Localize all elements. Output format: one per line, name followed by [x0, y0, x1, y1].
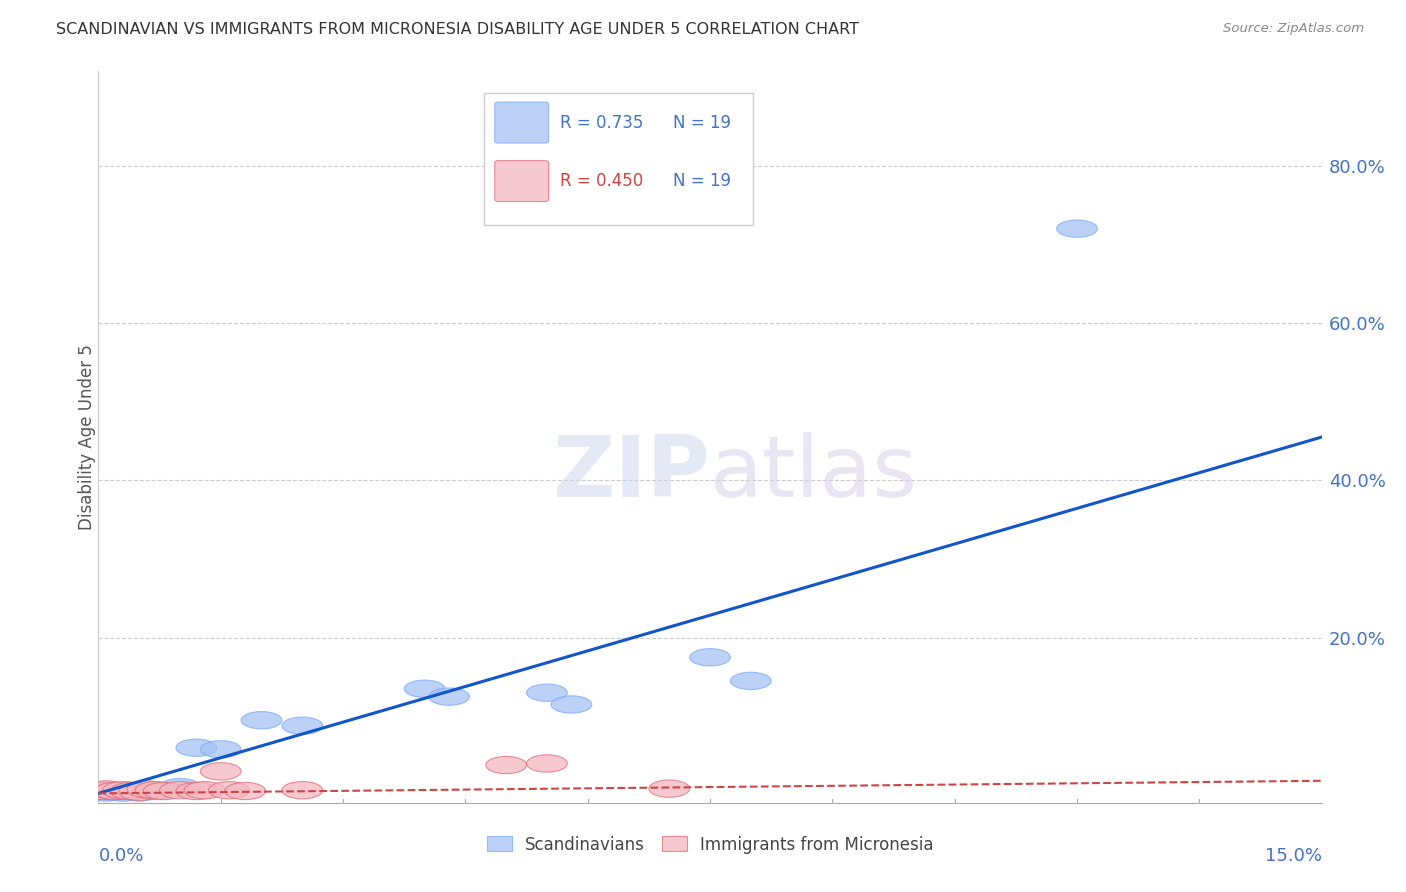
Ellipse shape	[184, 781, 225, 799]
Ellipse shape	[86, 780, 127, 798]
Ellipse shape	[551, 696, 592, 713]
Ellipse shape	[135, 782, 176, 799]
Text: SCANDINAVIAN VS IMMIGRANTS FROM MICRONESIA DISABILITY AGE UNDER 5 CORRELATION CH: SCANDINAVIAN VS IMMIGRANTS FROM MICRONES…	[56, 22, 859, 37]
Ellipse shape	[127, 780, 167, 798]
Ellipse shape	[160, 781, 201, 799]
Ellipse shape	[690, 648, 731, 666]
FancyBboxPatch shape	[495, 161, 548, 202]
Ellipse shape	[82, 782, 122, 799]
Ellipse shape	[242, 712, 281, 729]
Ellipse shape	[201, 763, 242, 780]
Legend: Scandinavians, Immigrants from Micronesia: Scandinavians, Immigrants from Micronesi…	[479, 829, 941, 860]
Ellipse shape	[527, 755, 567, 772]
Ellipse shape	[103, 784, 143, 801]
Text: R = 0.735: R = 0.735	[560, 113, 643, 131]
Text: N = 19: N = 19	[673, 172, 731, 190]
Ellipse shape	[82, 782, 122, 799]
Ellipse shape	[94, 782, 135, 799]
FancyBboxPatch shape	[484, 94, 752, 225]
Ellipse shape	[404, 680, 444, 698]
Ellipse shape	[486, 756, 527, 773]
Ellipse shape	[208, 781, 249, 799]
Ellipse shape	[143, 782, 184, 799]
FancyBboxPatch shape	[495, 102, 548, 143]
Text: atlas: atlas	[710, 432, 918, 516]
Text: N = 19: N = 19	[673, 113, 731, 131]
Ellipse shape	[201, 740, 242, 758]
Ellipse shape	[429, 688, 470, 706]
Ellipse shape	[120, 784, 160, 801]
Ellipse shape	[176, 739, 217, 756]
Text: 15.0%: 15.0%	[1264, 847, 1322, 864]
Ellipse shape	[135, 781, 176, 799]
Ellipse shape	[225, 782, 266, 799]
Ellipse shape	[527, 684, 567, 701]
Ellipse shape	[1057, 220, 1097, 237]
Ellipse shape	[103, 781, 143, 799]
Text: R = 0.450: R = 0.450	[560, 172, 643, 190]
Ellipse shape	[176, 782, 217, 799]
Ellipse shape	[160, 779, 201, 796]
Text: 0.0%: 0.0%	[98, 847, 143, 864]
Ellipse shape	[111, 782, 152, 799]
Ellipse shape	[111, 782, 152, 799]
Ellipse shape	[120, 783, 160, 800]
Ellipse shape	[94, 783, 135, 800]
Ellipse shape	[650, 780, 690, 797]
Ellipse shape	[731, 673, 770, 690]
Ellipse shape	[281, 717, 323, 734]
Text: Source: ZipAtlas.com: Source: ZipAtlas.com	[1223, 22, 1364, 36]
Text: ZIP: ZIP	[553, 432, 710, 516]
Ellipse shape	[281, 781, 323, 799]
Y-axis label: Disability Age Under 5: Disability Age Under 5	[79, 344, 96, 530]
Ellipse shape	[86, 784, 127, 801]
